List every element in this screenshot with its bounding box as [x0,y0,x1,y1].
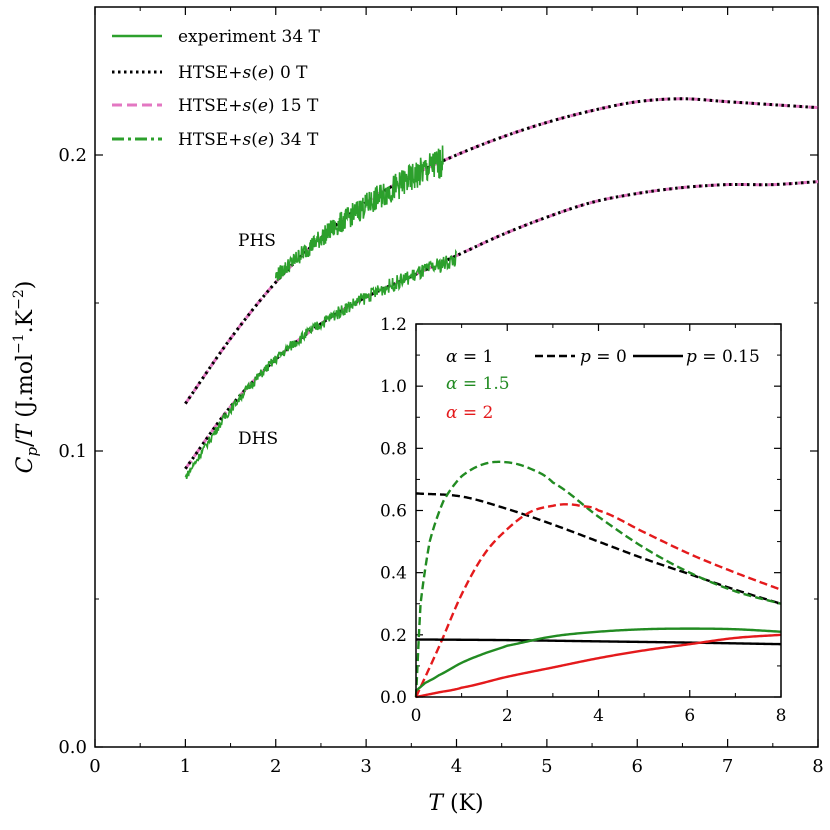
legend-label-htse-34t: HTSE+s(e) 34 T [178,130,319,150]
legend-label-htse-15t: HTSE+s(e) 15 T [178,96,319,116]
main-axis-ticks: 0 1 2 3 4 5 6 7 8 0.0 0.1 0.2 [58,7,824,777]
inset-legend-p0-label: p = 0 [580,347,627,367]
inset-curve-alpha-2-p-015 [415,633,782,699]
inset-legend-alpha-15: α = 1.5 [446,374,510,394]
legend-label-experiment: experiment 34 T [178,27,321,47]
experiment-curve-dhs [184,248,458,480]
inset-legend-alpha-2: α = 2 [446,403,493,423]
inset-y-tick-label: 0.8 [380,439,407,459]
inset-y-tick-label: 0.4 [380,564,407,584]
inset-plot-frame [415,323,782,698]
inset-curve-alpha-15-p-015 [415,627,782,692]
x-tick-label: 2 [270,756,281,777]
x-tick-label: 4 [451,756,462,777]
y-axis-label: Cp/T (J.mol−1.K−2) [11,281,41,474]
inset-x-tick-label: 4 [593,706,604,726]
main-legend: experiment 34 T HTSE+s(e) 0 T HTSE+s(e) … [112,27,321,150]
inset-legend-p015-label: p = 0.15 [686,347,760,367]
x-tick-label: 6 [632,756,643,777]
inset-curve-alpha-2-p-0 [414,503,782,698]
annotation-dhs: DHS [238,429,278,449]
inset-y-tick-label: 1.2 [380,315,407,335]
inset-x-tick-label: 8 [776,706,787,726]
inset-x-tick-label: 6 [684,706,695,726]
inset-series [414,460,782,699]
x-tick-label: 3 [360,756,371,777]
inset-curve-alpha-15-p-0 [414,460,782,698]
x-tick-label: 5 [541,756,552,777]
x-tick-label: 7 [722,756,733,777]
inset-y-tick-label: 0.6 [380,502,407,522]
inset-y-tick-label: 0.0 [380,688,407,708]
y-tick-label: 0.2 [58,145,87,166]
main-series [184,97,819,480]
legend-label-htse-0t: HTSE+s(e) 0 T [178,63,308,83]
inset-legend-alpha-1: α = 1 [446,347,493,367]
inset-curve-alpha-1-p-0 [415,492,782,605]
annotation-phs: PHS [238,231,276,251]
x-tick-label: 1 [180,756,191,777]
model-curve-15t-phs [184,97,819,405]
inset-y-tick-label: 0.2 [380,626,407,646]
inset-x-tick-label: 0 [411,706,422,726]
inset-legend: α = 1 p = 0 p = 0.15 α = 1.5 α = 2 [446,347,760,423]
experiment-curve-phs [274,145,444,282]
x-tick-label: 0 [89,756,100,777]
inset-y-tick-label: 1.0 [380,377,407,397]
y-tick-label: 0.1 [58,441,87,462]
x-axis-label: T (K) [428,791,483,816]
y-tick-label: 0.0 [58,737,87,758]
x-tick-label: 8 [812,756,823,777]
inset-curve-alpha-1-p-015 [415,638,782,646]
inset-x-tick-label: 2 [502,706,513,726]
